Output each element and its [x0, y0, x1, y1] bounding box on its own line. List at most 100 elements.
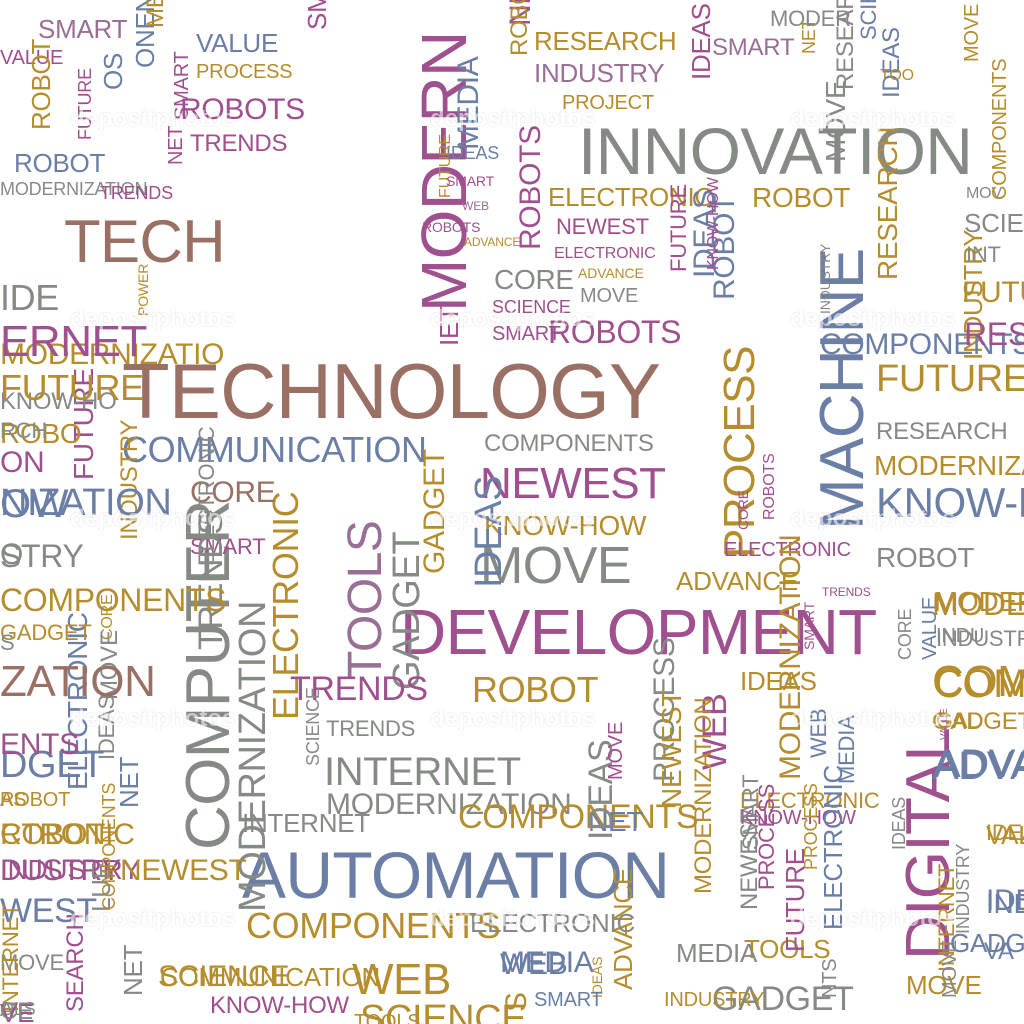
word-on: ON: [0, 446, 45, 479]
word-robot: ROBOT: [876, 542, 975, 573]
word-scien: SCIEN: [964, 208, 1024, 238]
word-indu: INDU: [936, 625, 985, 647]
word-future: FUTURE: [876, 358, 1024, 400]
word-west: WEST: [0, 892, 97, 930]
word-robots: ROBOTS: [548, 314, 682, 350]
word-smart: SMART: [712, 34, 795, 61]
word-tech: TECH: [64, 208, 226, 275]
word-ents: ENTS: [0, 728, 79, 761]
word-modernization: MODERNIZATION: [774, 534, 807, 780]
word-industry: INDUSTRY: [534, 58, 665, 88]
word-move: MOVE: [605, 721, 627, 780]
word-ideas: IDEAS: [686, 3, 716, 80]
word-newest: NEWEST: [480, 459, 666, 508]
word-internet: INTERNET: [324, 750, 521, 794]
word-future: FUTURE: [666, 184, 691, 272]
word-electronic: ELECTRONIC: [724, 539, 851, 561]
word-internet: INTERNET: [0, 903, 23, 1012]
word-dustry: DUSTRY: [0, 854, 121, 887]
word-advance: ADVANCE: [932, 744, 1024, 788]
word-development: DEVELOPMENT: [400, 596, 877, 668]
word-smart: SMART: [492, 323, 561, 345]
word-research: RESEARCH: [534, 26, 677, 56]
word-components: COMPONENTS: [0, 582, 227, 618]
word-compo: COMPO: [934, 662, 1024, 706]
word-trends: TRENDS: [190, 130, 288, 157]
word-ideas: IDEAS: [446, 143, 500, 163]
word-zation: ZATION: [0, 657, 156, 706]
word-electronic: ELECTRONIC: [818, 765, 848, 930]
word-net: NET: [165, 125, 187, 165]
word-robots: ROBOTS: [761, 453, 778, 520]
word-a: A: [0, 999, 14, 1021]
word-innovation: INNOVATION: [578, 114, 973, 188]
word-s: S: [0, 630, 15, 655]
word-robot: ROBOT: [14, 148, 106, 178]
word-gadget: GADGET: [950, 928, 1024, 958]
word-components: COMPONENTS: [458, 798, 699, 836]
word-modernization: MODERNIZATION: [874, 450, 1024, 481]
word-iet: IET: [434, 306, 464, 346]
word-moder: MODER: [770, 6, 851, 31]
word-nization: NIZATION: [0, 482, 172, 524]
word-resear: RESEAR: [964, 316, 1024, 352]
word-industry: INDUSTRY: [0, 854, 141, 885]
word-gad: GAD: [936, 708, 984, 733]
word-modernization: MODERNIZATION: [0, 179, 148, 199]
word-components: COMPONENTS: [932, 657, 1024, 706]
word-trends: TRENDS: [100, 183, 173, 203]
word-modernization: MODERNIZATION: [690, 697, 717, 894]
word-too: TOO: [880, 67, 914, 84]
word-net: NET: [588, 806, 644, 837]
word-newest: NEWEST: [120, 854, 247, 887]
word-trends: TRENDS: [290, 670, 428, 708]
word-ideas: IDEAS: [878, 27, 905, 98]
word-idea: IDEA: [986, 820, 1024, 845]
word-electronic: ELECTRONIC: [740, 788, 880, 813]
word-ernet: ERNET: [0, 317, 147, 366]
word-components: COMPONENTS: [820, 328, 1024, 361]
word-modernization: MODERNIZATION: [326, 788, 572, 821]
word-electronic: ELECTRONIC: [554, 245, 656, 262]
word-move: MOVE: [580, 285, 639, 307]
word-research: RESEARCH: [876, 418, 1008, 445]
word-ve: VE: [0, 998, 35, 1024]
word-components: COMPONENTS: [246, 905, 501, 946]
word-ide: IDE: [0, 277, 59, 318]
word-smart: SMART: [534, 989, 603, 1011]
word-modern: MODERN: [934, 586, 1024, 617]
word-va: VA: [984, 938, 1014, 965]
word-as: AS: [0, 789, 27, 811]
word-search: SEARCH: [62, 913, 89, 1012]
word-gadget: GADGET: [712, 980, 854, 1018]
word-know-how: KNOW-HOW: [484, 510, 647, 541]
word-research: RESEARCH: [872, 126, 903, 280]
word-gadget: GADGET: [0, 620, 92, 645]
word-science: SCIENCE: [360, 998, 527, 1024]
word-net: NET: [114, 756, 144, 808]
word-ideas: IDEAS: [986, 884, 1024, 917]
word-smart: SMART: [446, 173, 495, 189]
word-technology: TECHNOLOGY: [122, 347, 661, 435]
word-science: SCIENCE: [492, 297, 571, 317]
word-advance: ADVANCE: [578, 265, 644, 281]
word-robot: ROBOT: [752, 182, 851, 213]
word-ce: CE: [0, 998, 33, 1024]
word-web: WEB: [352, 955, 451, 1004]
word-value: VALUE: [0, 47, 64, 69]
word-electronic: ELECTRONIC: [470, 908, 635, 938]
word-components: COMPONENTS: [989, 58, 1011, 200]
word-communication: COMMUNICATION: [122, 429, 427, 470]
word-power: POWER: [135, 263, 151, 316]
word-int: INT: [966, 242, 1001, 267]
word-science: SCIENCE: [303, 687, 323, 766]
word-gadget: GADGET: [932, 708, 1024, 735]
word-know-how: KNOW-HOW: [740, 807, 856, 829]
word-process: PROCESS: [196, 61, 293, 83]
word-os: OS: [98, 52, 128, 90]
word-o: O: [0, 538, 24, 571]
word-robo: ROBO: [0, 418, 82, 449]
word-future: FUTURE: [780, 848, 810, 952]
word-ideas: IDEAS: [740, 666, 817, 696]
word-trends: TRENDS: [822, 585, 871, 599]
